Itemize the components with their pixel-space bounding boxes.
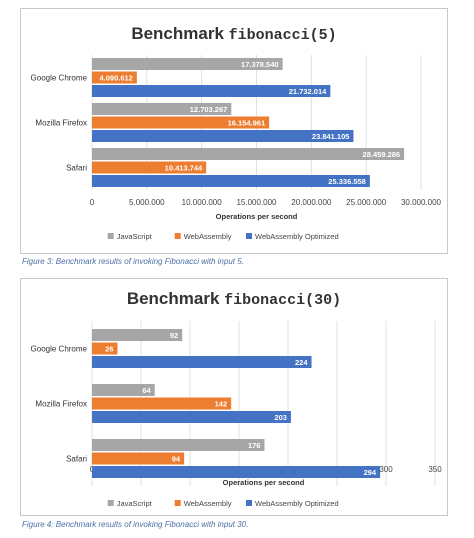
bar-webassembly-optimized-safari <box>92 466 381 478</box>
bar-webassembly-optimized-google-chrome <box>92 356 312 368</box>
x-tick-label: 300 <box>379 465 393 474</box>
bar-webassembly-mozilla-firefox <box>92 116 270 129</box>
legend-label-webassembly: WebAssembly <box>184 232 232 241</box>
bar-webassembly-safari <box>92 452 185 465</box>
x-tick-label: 30.000.000 <box>401 198 442 207</box>
legend-swatch-webassembly <box>174 500 181 506</box>
legend-label-javascript: JavaScript <box>117 232 153 241</box>
category-label-google-chrome: Google Chrome <box>31 345 88 354</box>
x-tick-label: 15.000.000 <box>236 198 277 207</box>
bar-webassembly-google-chrome <box>92 342 118 355</box>
data-label-webassembly-mozilla-firefox: 142 <box>215 400 228 409</box>
chart-title-code: fibonacci(5) <box>229 27 337 44</box>
x-tick-label: 350 <box>428 465 442 474</box>
legend-swatch-javascript <box>107 500 114 506</box>
data-label-javascript-mozilla-firefox: 12.703.267 <box>190 105 228 114</box>
data-label-webassembly-safari: 94 <box>172 455 181 464</box>
bar-javascript-google-chrome <box>92 329 183 341</box>
legend-label-webassembly-optimized: WebAssembly Optimized <box>255 232 339 241</box>
data-label-webassembly-google-chrome: 26 <box>105 345 113 354</box>
bar-webassembly-optimized-google-chrome <box>92 85 331 97</box>
x-axis-title: Operations per second <box>216 212 298 221</box>
category-label-safari: Safari <box>66 164 87 173</box>
data-label-webassembly-safari: 10.413.744 <box>165 164 203 173</box>
category-label-safari: Safari <box>66 455 87 464</box>
data-label-javascript-google-chrome: 17.378.540 <box>241 60 279 69</box>
chart-panel-fibonacci-30: Benchmark fibonacci(30)05010015020025030… <box>20 278 448 516</box>
data-label-webassembly-mozilla-firefox: 16.154.961 <box>228 119 266 128</box>
data-label-webassembly-optimized-mozilla-firefox: 23.841.105 <box>312 132 350 141</box>
chart-title-code: fibonacci(30) <box>224 292 341 309</box>
bar-webassembly-optimized-safari <box>92 175 370 187</box>
chart-title-text: Benchmark <box>131 24 224 43</box>
legend-swatch-webassembly-optimized <box>246 233 252 239</box>
data-label-webassembly-optimized-safari: 294 <box>364 468 377 477</box>
data-label-javascript-google-chrome: 92 <box>170 331 178 340</box>
chart-fibonacci-5: Benchmark fibonacci(5) 0 5.000.000 10.000.0… <box>31 24 442 241</box>
x-tick-label: 0 <box>90 198 95 207</box>
bar-webassembly-mozilla-firefox <box>92 397 232 410</box>
legend-label-javascript: JavaScript <box>117 499 153 508</box>
data-label-javascript-safari: 176 <box>248 441 261 450</box>
legend-swatch-webassembly-optimized <box>246 500 252 506</box>
bar-javascript-mozilla-firefox <box>92 103 232 115</box>
category-label-google-chrome: Google Chrome <box>31 74 88 83</box>
chart-title-text: Benchmark <box>127 289 220 308</box>
chart-panel-fibonacci-5: Benchmark fibonacci(5) 0 5.000.000 10.000.0… <box>20 8 448 254</box>
data-label-javascript-safari: 28.459.286 <box>363 150 401 159</box>
data-label-javascript-mozilla-firefox: 64 <box>142 386 151 395</box>
x-tick-label: 10.000.000 <box>182 198 223 207</box>
bar-webassembly-google-chrome <box>92 71 137 84</box>
category-label-mozilla-firefox: Mozilla Firefox <box>35 400 87 409</box>
legend-swatch-javascript <box>107 233 114 239</box>
chart-fibonacci-30: Benchmark fibonacci(30)05010015020025030… <box>31 289 443 508</box>
bar-webassembly-safari <box>92 161 207 174</box>
bar-javascript-safari <box>92 148 405 160</box>
chart-title: Benchmark fibonacci(30) <box>127 289 341 309</box>
category-label-mozilla-firefox: Mozilla Firefox <box>35 119 87 128</box>
data-label-webassembly-google-chrome: 4.090.612 <box>99 74 132 83</box>
data-label-webassembly-optimized-safari: 25.336.558 <box>328 177 366 186</box>
legend-label-webassembly-optimized: WebAssembly Optimized <box>255 499 339 508</box>
bar-webassembly-optimized-mozilla-firefox <box>92 130 354 142</box>
data-label-webassembly-optimized-google-chrome: 21.732.014 <box>289 87 327 96</box>
bar-webassembly-optimized-mozilla-firefox <box>92 411 291 423</box>
chart-title: Benchmark fibonacci(5) <box>131 24 336 44</box>
x-tick-label: 5.000.000 <box>129 198 165 207</box>
legend-label-webassembly: WebAssembly <box>184 499 232 508</box>
x-tick-label: 20.000.000 <box>291 198 332 207</box>
bar-javascript-safari <box>92 439 265 451</box>
x-axis-title: Operations per second <box>223 478 305 487</box>
data-label-webassembly-optimized-mozilla-firefox: 203 <box>274 413 287 422</box>
figure-caption-3: Figure 3: Benchmark results of invoking … <box>22 257 244 266</box>
bar-javascript-google-chrome <box>92 58 283 70</box>
x-tick-label: 25.000.000 <box>346 198 387 207</box>
data-label-webassembly-optimized-google-chrome: 224 <box>295 358 308 367</box>
bar-javascript-mozilla-firefox <box>92 384 155 396</box>
figure-caption-4: Figure 4: Benchmark results of invoking … <box>22 520 249 529</box>
legend-swatch-webassembly <box>174 233 181 239</box>
